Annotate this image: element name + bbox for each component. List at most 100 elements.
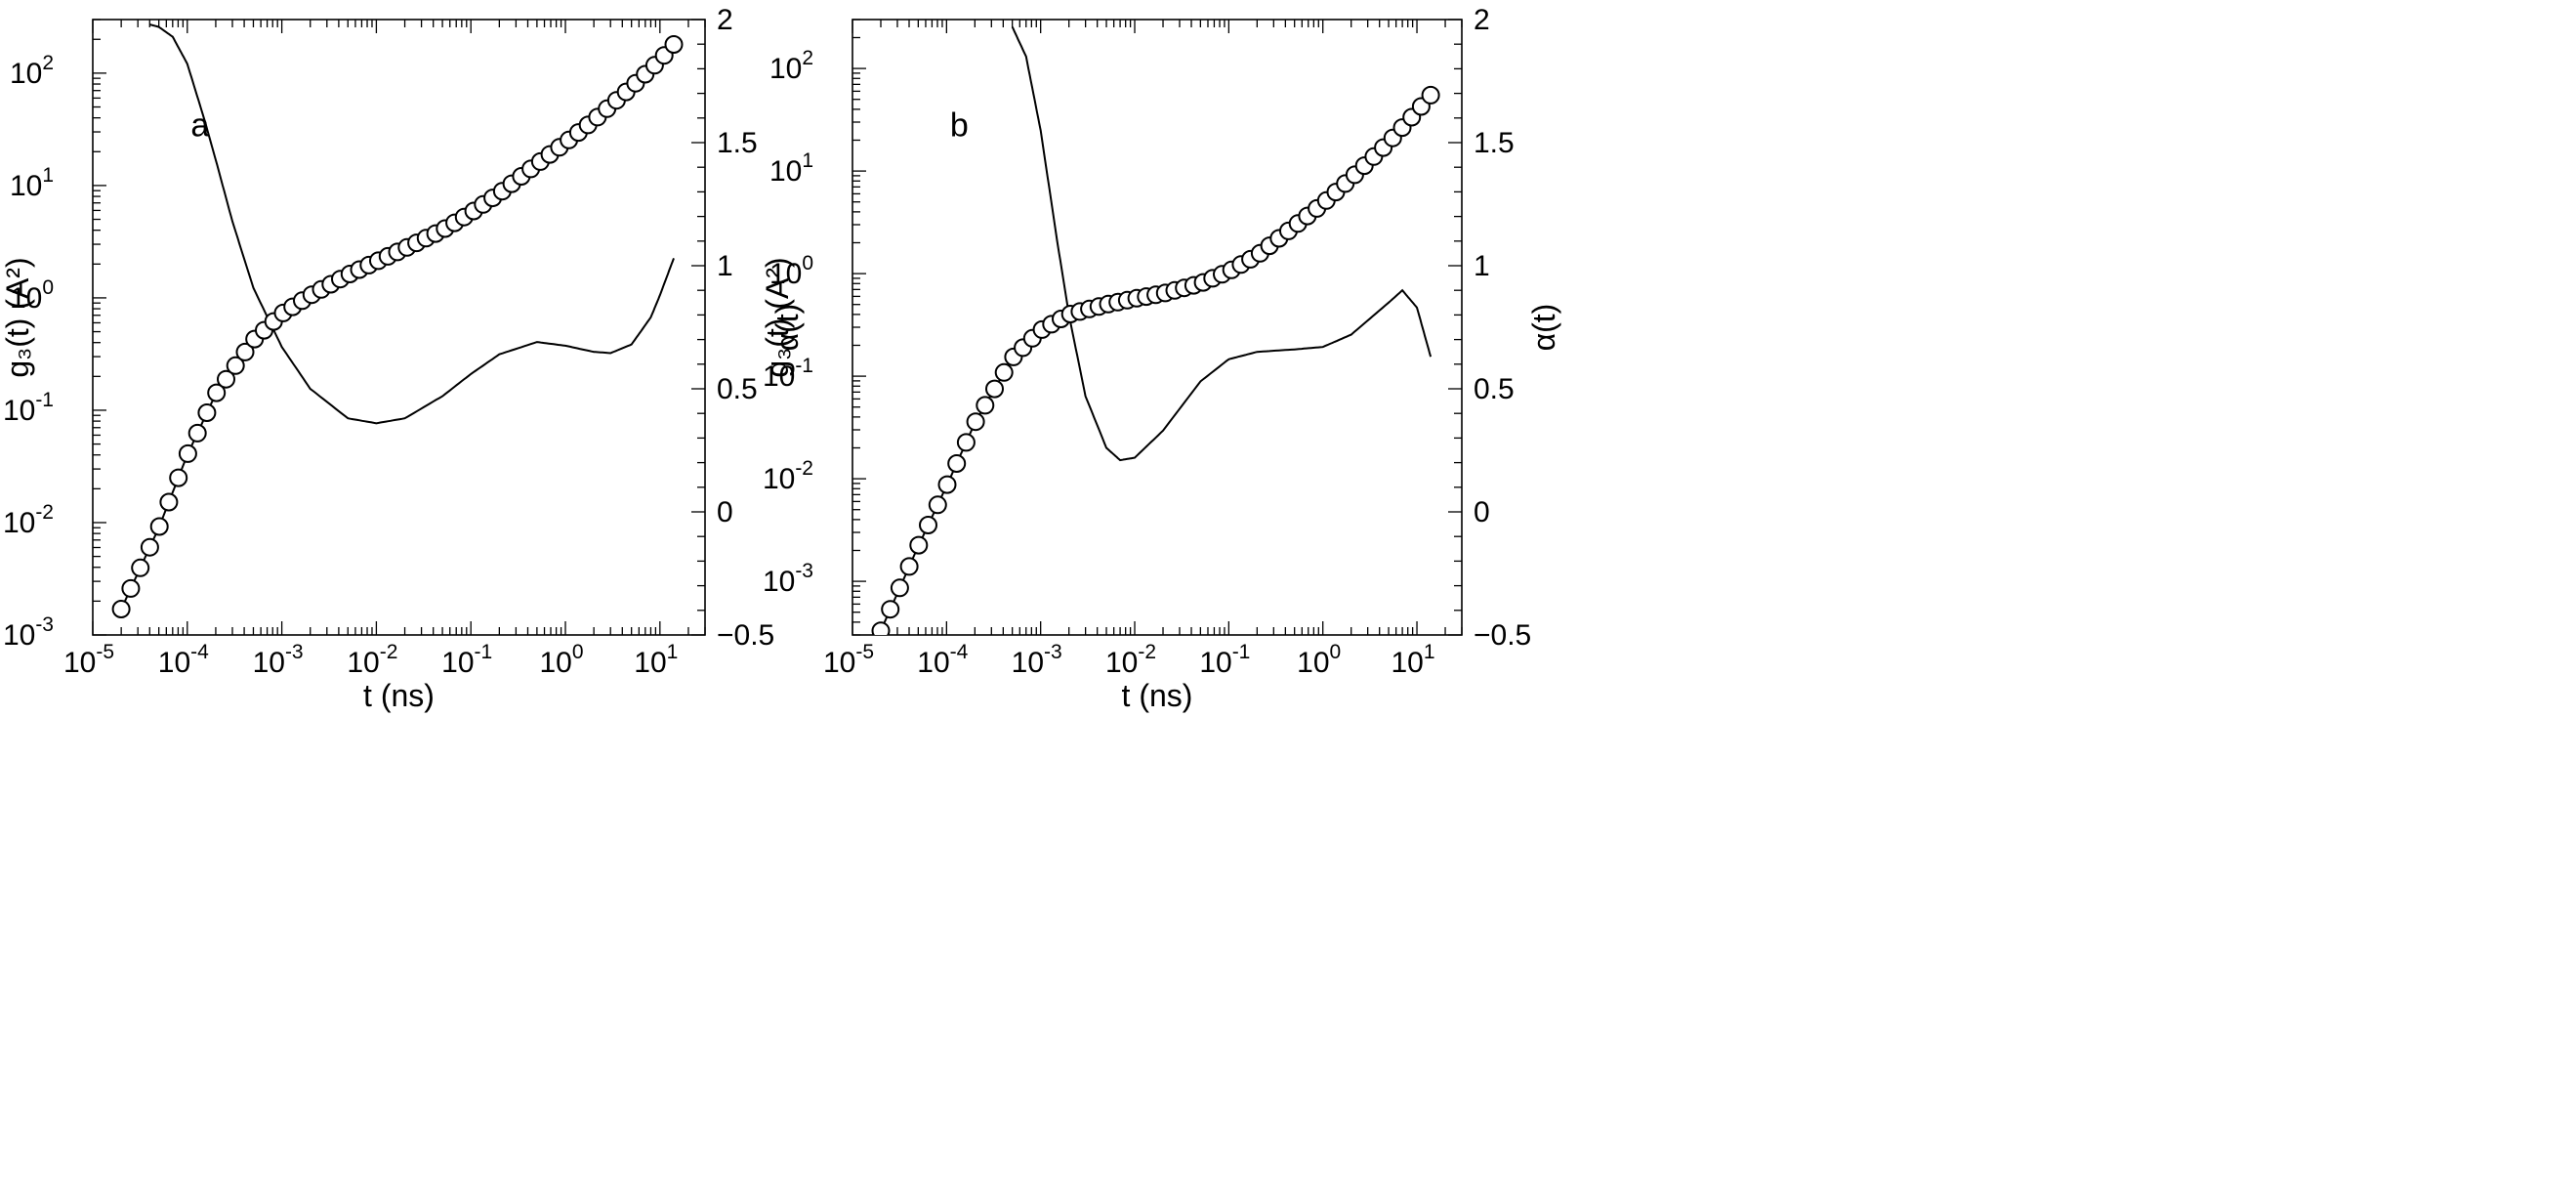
- y-right-tick-label: 1.5: [1474, 127, 1515, 159]
- chart-panel-a: 10-5 10-4 10-3 10-2 10-1 100 10110-310-210-110…: [0, 4, 805, 713]
- x-tick-exponent: 0: [572, 641, 584, 663]
- data-point: [187, 423, 207, 443]
- data-point: [994, 362, 1014, 382]
- series-alpha-line: [149, 23, 675, 425]
- x-tick-exponent: -4: [190, 641, 209, 663]
- series-alpha-line: [1011, 26, 1433, 462]
- y-left-tick-label: 10-2: [763, 457, 813, 495]
- plot-frame: [852, 19, 1463, 636]
- y-left-tick-exponent: 2: [802, 47, 813, 69]
- y-right-tick-label: −0.5: [717, 619, 774, 652]
- y-right-tick-label: 1.5: [717, 127, 758, 159]
- y-right-axis-title: α(t): [1526, 304, 1561, 352]
- x-tick-label: 101: [1392, 641, 1435, 679]
- y-right-tick-label: 0.5: [717, 373, 758, 405]
- plot-area: [871, 26, 1440, 635]
- panel-label: b: [950, 107, 969, 145]
- y-right-tick-label: 0: [717, 496, 733, 528]
- x-tick-label: 10-4: [917, 641, 968, 679]
- x-tick-label: 100: [539, 641, 583, 679]
- y-left-tick-exponent: -2: [35, 501, 54, 524]
- data-point: [956, 433, 976, 452]
- x-tick-exponent: -1: [1232, 641, 1251, 663]
- data-point: [947, 454, 967, 473]
- x-tick-label: 100: [1297, 641, 1341, 679]
- plot-frame: [92, 19, 706, 636]
- data-point: [966, 412, 985, 432]
- x-tick-label: 10-4: [158, 641, 209, 679]
- y-right-tick-label: 1: [1474, 250, 1490, 282]
- data-point: [871, 621, 891, 635]
- x-axis-title: t (ns): [1122, 678, 1193, 713]
- y-left-tick-exponent: -1: [795, 355, 813, 377]
- x-tick-label: 10-5: [63, 641, 114, 679]
- x-tick-exponent: 1: [667, 641, 679, 663]
- y-right-axis-title: α(t): [769, 304, 805, 352]
- x-tick-label: 10-3: [253, 641, 304, 679]
- data-point: [111, 600, 131, 618]
- x-tick-label: 10-3: [1012, 641, 1062, 679]
- data-point: [235, 342, 255, 361]
- y-right-tick-label: 2: [717, 4, 733, 36]
- x-tick-label: 10-2: [1105, 641, 1156, 679]
- y-left-tick-exponent: -3: [795, 560, 813, 582]
- y-left-tick-label: 101: [769, 149, 813, 188]
- y-right-tick-label: 0.5: [1474, 373, 1515, 405]
- x-tick-exponent: -2: [1138, 641, 1156, 663]
- y-right-tick-label: 2: [1474, 4, 1490, 36]
- plot-area: [111, 23, 684, 618]
- y-left-tick-exponent: -3: [35, 613, 54, 636]
- data-point: [890, 578, 909, 598]
- data-point: [149, 517, 169, 536]
- y-left-tick-label: 10-2: [3, 501, 54, 539]
- y-left-tick-label: 10-3: [3, 613, 54, 652]
- data-point: [140, 537, 159, 557]
- y-left-axis-title: g₃(t) (A²): [0, 257, 35, 377]
- x-tick-exponent: -2: [380, 641, 398, 663]
- data-point: [937, 475, 957, 494]
- x-tick-exponent: -5: [96, 641, 114, 663]
- y-left-tick-label: 10-1: [763, 355, 813, 393]
- data-point: [664, 35, 684, 54]
- y-left-axis-title: g₃(t) (A²): [760, 257, 795, 377]
- x-tick-exponent: 1: [1424, 641, 1435, 663]
- y-left-tick-exponent: 1: [42, 164, 54, 187]
- x-tick-label: 10-5: [823, 641, 874, 679]
- data-point: [207, 383, 227, 402]
- data-point: [217, 369, 235, 389]
- y-right-tick-label: 1: [717, 250, 733, 282]
- data-point: [169, 468, 188, 487]
- data-point: [178, 443, 197, 463]
- data-point: [976, 396, 995, 415]
- data-point: [1421, 85, 1440, 105]
- y-left-tick-exponent: 0: [42, 276, 54, 299]
- x-tick-exponent: -4: [950, 641, 969, 663]
- y-left-tick-exponent: 2: [42, 52, 54, 74]
- data-point: [928, 495, 947, 515]
- x-tick-label: 10-1: [1199, 641, 1250, 679]
- y-left-tick-label: 102: [10, 52, 54, 90]
- y-left-tick-exponent: 1: [802, 149, 813, 172]
- y-left-tick-label: 10-1: [3, 389, 54, 427]
- data-point: [919, 516, 937, 534]
- x-axis-title: t (ns): [363, 678, 435, 713]
- y-left-tick-exponent: -2: [795, 457, 813, 480]
- x-tick-exponent: -5: [855, 641, 874, 663]
- chart-panel-b: 10-5 10-4 10-3 10-2 10-1 100 10110-310-210-110…: [760, 4, 1561, 713]
- x-tick-label: 10-2: [347, 641, 397, 679]
- y-left-tick-label: 10-3: [763, 560, 813, 598]
- x-tick-label: 10-1: [441, 641, 492, 679]
- data-point: [985, 379, 1004, 399]
- data-point: [131, 558, 150, 577]
- data-point: [226, 356, 245, 375]
- data-point: [121, 578, 141, 598]
- x-tick-exponent: -3: [1044, 641, 1062, 663]
- data-point: [197, 403, 217, 422]
- y-right-tick-label: −0.5: [1474, 619, 1531, 652]
- panel-label: a: [190, 107, 209, 145]
- data-point: [881, 600, 900, 619]
- y-left-tick-label: 100: [10, 276, 54, 315]
- x-tick-exponent: -1: [475, 641, 493, 663]
- x-tick-label: 101: [634, 641, 678, 679]
